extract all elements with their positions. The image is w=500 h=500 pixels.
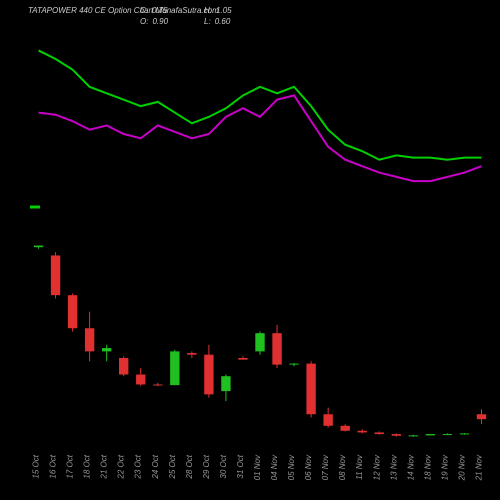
low-label: L:	[204, 17, 211, 26]
xaxis-label: 08 Nov	[338, 454, 347, 480]
high-value: 1.05	[216, 6, 232, 15]
xaxis-label: 15 Oct	[32, 454, 41, 478]
candle-body	[51, 255, 60, 295]
candle-body	[204, 355, 213, 395]
candle-body	[136, 375, 145, 385]
xaxis-label: 21 Oct	[100, 454, 109, 479]
xaxis-label: 28 Oct	[185, 454, 194, 479]
xaxis-label: 23 Oct	[134, 454, 143, 479]
candle-body	[460, 433, 469, 434]
candle-body	[306, 364, 315, 415]
xaxis-label: 17 Oct	[66, 454, 75, 478]
candle-body	[409, 435, 418, 436]
high-readout: H: 1.05	[204, 6, 232, 15]
xaxis-label: 20 Nov	[457, 454, 466, 481]
xaxis-label: 12 Nov	[372, 454, 381, 480]
high-label: H:	[204, 6, 212, 15]
xaxis-label: 31 Oct	[236, 454, 245, 478]
ohlc-panel: C: 0.75 H: 1.05 O: 0.90 L: 0.60	[140, 6, 232, 26]
open-readout: O: 0.90	[140, 17, 168, 26]
candle-body	[392, 434, 401, 436]
candle-body	[358, 431, 367, 433]
candle-body	[272, 333, 281, 364]
chart-svg: 15 Oct 16 Oct 17 Oct 18 Oct 21 Oct 22 Oct 23 O…	[0, 34, 500, 500]
open-value: 0.90	[152, 17, 168, 26]
low-readout: L: 0.60	[204, 17, 232, 26]
candle-body	[426, 434, 435, 435]
candle-body	[68, 295, 77, 328]
candle-body	[170, 351, 179, 385]
xaxis-label: 29 Oct	[202, 454, 211, 479]
candle-body	[238, 358, 247, 360]
xaxis-label: 13 Nov	[389, 454, 398, 480]
candle-body	[102, 348, 111, 351]
xaxis-label: 18 Nov	[423, 454, 432, 480]
candle-body	[375, 432, 384, 434]
xaxis-label: 18 Oct	[83, 454, 92, 478]
candle-body	[443, 434, 452, 435]
xaxis-label: 01 Nov	[253, 454, 262, 480]
xaxis-label: 05 Nov	[287, 454, 296, 480]
candle-body	[477, 414, 486, 419]
candle-body	[85, 328, 94, 351]
candle-body	[34, 246, 43, 248]
candle-body	[221, 376, 230, 391]
xaxis-label: 04 Nov	[270, 454, 279, 480]
xaxis-label: 14 Nov	[406, 454, 415, 480]
candle-body	[153, 384, 162, 385]
line-series-purple	[39, 95, 482, 181]
xaxis-label: 19 Nov	[440, 454, 449, 480]
candle-body	[119, 358, 128, 375]
candle-body	[187, 353, 196, 355]
line-series-green	[39, 50, 482, 159]
xaxis-label: 16 Oct	[49, 454, 58, 478]
xaxis-label: 11 Nov	[355, 454, 364, 480]
candle-body	[289, 364, 298, 365]
open-label: O:	[140, 17, 148, 26]
xaxis-label: 21 Nov	[474, 454, 483, 481]
chart-area: 15 Oct 16 Oct 17 Oct 18 Oct 21 Oct 22 Oct 23 O…	[0, 34, 500, 500]
xaxis-label: 30 Oct	[219, 454, 228, 478]
xaxis-label: 22 Oct	[117, 454, 126, 479]
close-label: C:	[140, 6, 148, 15]
candle-body	[323, 414, 332, 426]
xaxis-label: 07 Nov	[321, 454, 330, 480]
candle-body	[255, 333, 264, 351]
xaxis-label: 25 Oct	[168, 454, 177, 479]
xaxis-label: 06 Nov	[304, 454, 313, 480]
close-value: 0.75	[152, 6, 168, 15]
xaxis-label: 24 Oct	[151, 454, 160, 479]
close-readout: C: 0.75	[140, 6, 168, 15]
candle-body	[341, 426, 350, 431]
low-value: 0.60	[215, 17, 231, 26]
